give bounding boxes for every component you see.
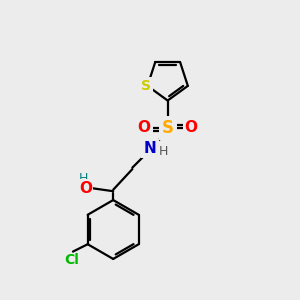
Text: O: O bbox=[185, 120, 198, 135]
Text: O: O bbox=[138, 120, 151, 135]
Text: S: S bbox=[141, 79, 151, 93]
Text: Cl: Cl bbox=[64, 253, 79, 267]
Text: H: H bbox=[159, 145, 168, 158]
Text: H: H bbox=[79, 172, 88, 185]
Text: N: N bbox=[144, 141, 156, 156]
Text: O: O bbox=[79, 181, 92, 196]
Text: S: S bbox=[162, 119, 174, 137]
